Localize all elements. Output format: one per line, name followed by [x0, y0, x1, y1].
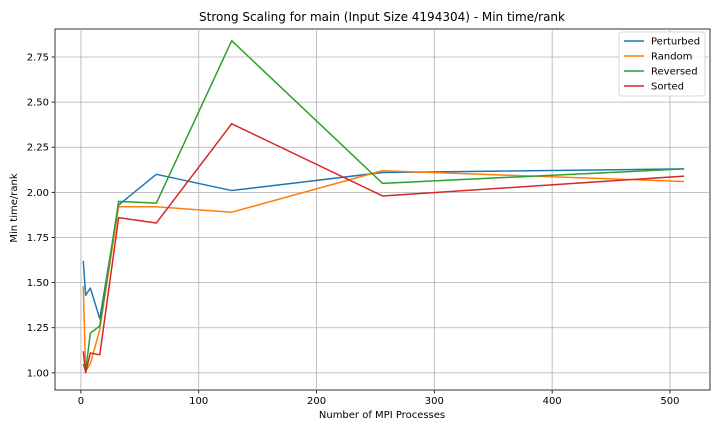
x-tick-label: 400	[543, 396, 562, 407]
x-tick-label: 500	[660, 396, 679, 407]
x-tick-label: 100	[189, 396, 208, 407]
y-tick-label: 2.25	[27, 143, 49, 154]
legend-label: Sorted	[651, 82, 684, 93]
y-axis-label: Min time/rank	[9, 173, 20, 242]
y-tick-label: 1.25	[27, 323, 49, 334]
y-tick-label: 1.50	[27, 278, 49, 289]
legend-box	[618, 31, 706, 97]
series-line-reversed	[82, 39, 685, 372]
series-lines	[82, 39, 685, 374]
y-axis: 1.00 1.25 1.50 1.75 2.00 2.25 2.50 2.75	[27, 52, 55, 379]
y-tick-label: 2.00	[27, 188, 49, 199]
series-line-perturbed	[82, 168, 685, 320]
x-axis-label: Number of MPI Processes	[319, 410, 445, 421]
legend-label: Reversed	[651, 67, 698, 78]
plot-area	[54, 28, 711, 391]
y-tick-label: 2.75	[27, 52, 49, 63]
y-tick-label: 1.75	[27, 233, 49, 244]
x-tick-label: 0	[78, 396, 84, 407]
y-tick-label: 2.50	[27, 98, 49, 109]
chart-title: Strong Scaling for main (Input Size 4194…	[199, 10, 565, 24]
x-tick-label: 300	[425, 396, 444, 407]
series-line-sorted	[82, 123, 685, 374]
x-axis: 0 100 200 300 400 500	[78, 390, 679, 407]
legend-label: Perturbed	[651, 37, 700, 48]
grid	[55, 29, 710, 390]
x-tick-label: 200	[307, 396, 326, 407]
legend-label: Random	[651, 52, 692, 63]
legend: Perturbed Random Reversed Sorted	[618, 31, 706, 97]
y-tick-label: 1.00	[27, 368, 49, 379]
